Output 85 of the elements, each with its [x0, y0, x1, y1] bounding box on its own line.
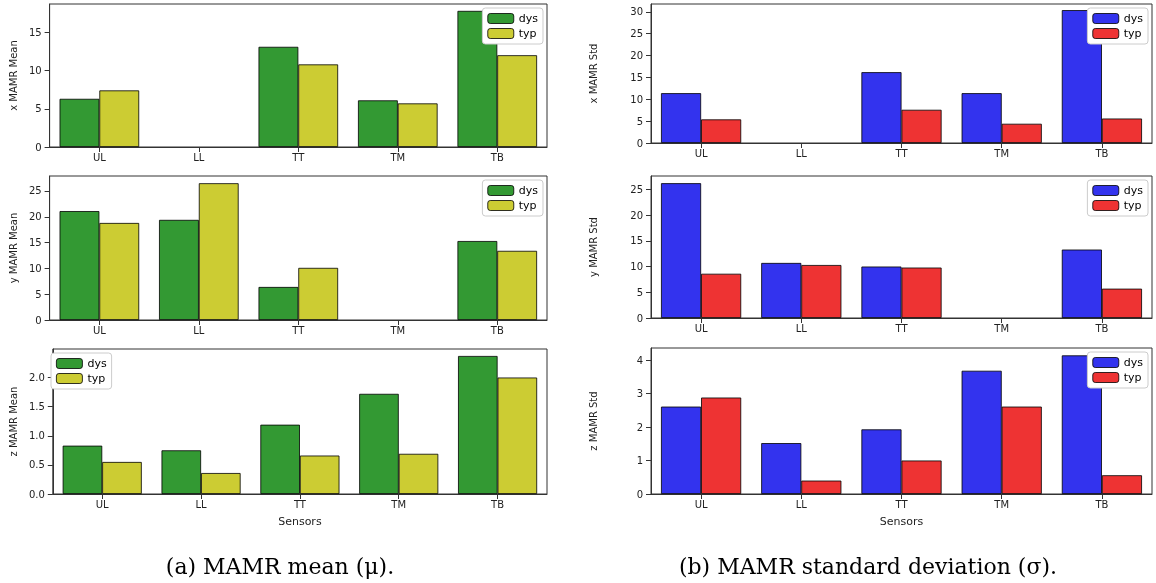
text: (a) MAMR mean (μ). [165, 553, 395, 579]
y-tick-label: 10 [630, 93, 643, 105]
x-tick-label: TB [1094, 498, 1109, 510]
y-axis-title: y MAMR Mean [7, 212, 19, 284]
x-axis-title: Sensors [879, 515, 924, 528]
x-axis-title: Sensors [278, 515, 322, 528]
x-tick-label: LL [795, 322, 808, 334]
x-tick-label: TB [1094, 147, 1109, 159]
x-tick-label: LL [195, 498, 208, 510]
x-tick-label: TT [292, 498, 307, 510]
x-tick-label: TM [993, 322, 1010, 334]
y-tick-label: 15 [630, 71, 643, 83]
y-axis-title: x MAMR Mean [7, 40, 19, 111]
y-tick-label: 0 [636, 312, 643, 324]
x-tick-label: TT [894, 147, 909, 159]
legend-label: typ [518, 27, 537, 40]
legend-label: typ [518, 199, 537, 212]
x-tick-label: LL [193, 151, 205, 163]
x-tick-label: TM [389, 324, 406, 336]
y-tick-label: 0.5 [28, 459, 45, 471]
x-tick-label: UL [694, 498, 708, 510]
x-tick-label: UL [95, 498, 110, 510]
y-tick-label: 25 [630, 28, 643, 40]
y-tick-label: 10 [28, 262, 42, 274]
x-tick-label: TB [489, 151, 504, 163]
text: (b) MAMR standard deviation (σ). [678, 553, 1058, 579]
y-tick-label: 0 [35, 314, 42, 326]
legend-label: dys [518, 184, 539, 197]
y-tick-label: 5 [636, 286, 643, 298]
y-tick-label: 0 [636, 137, 643, 149]
y-tick-label: 25 [28, 185, 42, 197]
x-tick-label: TM [993, 147, 1010, 159]
x-tick-label: LL [795, 147, 808, 159]
y-axis-title: y MAMR Std [587, 217, 599, 277]
y-tick-label: 10 [28, 65, 42, 77]
legend-label: dys [1123, 12, 1144, 25]
y-tick-label: 1.0 [28, 430, 45, 442]
legend-label: typ [1123, 27, 1142, 40]
y-tick-label: 10 [630, 261, 643, 273]
y-tick-label: 0 [636, 488, 643, 500]
x-tick-label: TM [389, 151, 406, 163]
y-axis-title: z MAMR Std [587, 391, 599, 451]
legend-label: typ [1123, 199, 1142, 212]
x-tick-label: TT [894, 322, 909, 334]
legend-label: typ [1123, 371, 1142, 384]
y-axis-title: z MAMR Mean [7, 386, 19, 457]
y-tick-label: 15 [630, 235, 643, 247]
legend-label: typ [87, 372, 106, 385]
y-tick-label: 1.5 [28, 401, 45, 413]
x-tick-label: LL [193, 324, 205, 336]
y-tick-label: 25 [630, 183, 643, 195]
y-tick-label: 2.0 [28, 372, 45, 384]
legend-label: dys [1123, 184, 1144, 197]
x-tick-label: TB [489, 324, 504, 336]
y-tick-label: 15 [28, 237, 42, 249]
y-tick-label: 5 [636, 115, 643, 127]
y-tick-label: 1 [636, 455, 643, 467]
x-tick-label: UL [694, 322, 708, 334]
y-axis-title: x MAMR Std [587, 43, 599, 104]
y-tick-label: 15 [28, 26, 42, 38]
x-tick-label: TT [291, 324, 306, 336]
x-tick-label: UL [92, 151, 107, 163]
x-tick-label: UL [92, 324, 107, 336]
x-tick-label: TM [993, 498, 1010, 510]
y-tick-label: 20 [630, 209, 643, 221]
x-tick-label: TT [291, 151, 306, 163]
x-tick-label: LL [795, 498, 808, 510]
legend-label: dys [518, 12, 539, 25]
y-tick-label: 4 [636, 354, 643, 366]
y-tick-label: 20 [28, 211, 42, 223]
y-tick-label: 5 [35, 288, 42, 300]
y-tick-label: 0.0 [28, 488, 45, 500]
y-tick-label: 0 [35, 141, 42, 153]
legend-label: dys [87, 357, 107, 370]
x-tick-label: TM [390, 498, 407, 510]
y-tick-label: 2 [636, 421, 643, 433]
y-tick-label: 3 [636, 388, 643, 400]
y-tick-label: 5 [35, 103, 42, 115]
x-tick-label: TB [490, 498, 505, 510]
y-tick-label: 30 [630, 6, 643, 18]
x-tick-label: TT [894, 498, 909, 510]
x-tick-label: UL [694, 147, 708, 159]
y-tick-label: 20 [630, 50, 643, 62]
legend-label: dys [1123, 356, 1144, 369]
x-tick-label: TB [1094, 322, 1109, 334]
